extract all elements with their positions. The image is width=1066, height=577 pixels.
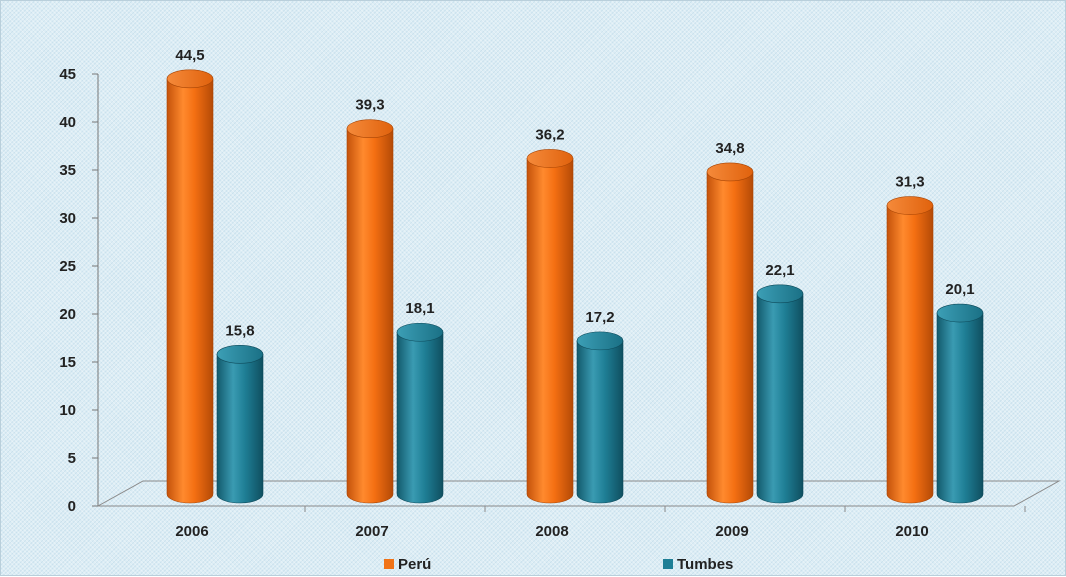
y-tick-label: 30 xyxy=(59,210,76,227)
data-label-tumbes-2008: 17,2 xyxy=(585,309,614,326)
bar-peru-2006 xyxy=(166,69,214,504)
bar-body xyxy=(396,331,444,504)
y-tick-label: 15 xyxy=(59,354,76,371)
y-tick-label: 0 xyxy=(68,498,76,515)
y-tick-label: 5 xyxy=(68,450,76,467)
legend-swatch-tumbes xyxy=(663,559,673,569)
bar-top xyxy=(346,119,394,139)
bar-top xyxy=(166,69,214,89)
y-tick-label: 10 xyxy=(59,402,76,419)
bar-peru-2010 xyxy=(886,196,934,504)
bar-body xyxy=(706,171,754,504)
bar-peru-2008 xyxy=(526,149,574,504)
bar-peru-2009 xyxy=(706,162,754,504)
legend-swatch-peru xyxy=(384,559,394,569)
y-tick-label: 20 xyxy=(59,306,76,323)
bar-body xyxy=(936,312,984,504)
data-labels: 44,5 15,8 39,3 18,1 36,2 17,2 34,8 22,1 31,3 20,1 xyxy=(175,47,974,340)
y-tick-label: 45 xyxy=(59,66,76,83)
data-label-tumbes-2006: 15,8 xyxy=(225,322,254,339)
bar-body xyxy=(576,340,624,504)
bar-tumbes-2006 xyxy=(216,345,264,504)
x-tick-label-2008: 2008 xyxy=(535,523,568,540)
bar-body xyxy=(166,78,214,504)
category-labels: 2006 2007 2008 2009 2010 xyxy=(175,506,1026,540)
axes: 0 5 10 15 20 25 30 35 40 45 xyxy=(59,66,1061,515)
bar-body xyxy=(526,158,574,504)
bar-top xyxy=(576,331,624,351)
data-label-peru-2006: 44,5 xyxy=(175,47,204,64)
data-label-tumbes-2007: 18,1 xyxy=(405,300,434,317)
bar-body xyxy=(756,293,804,504)
y-tick-label: 40 xyxy=(59,114,76,131)
bar-top xyxy=(756,284,804,304)
bar-peru-2007 xyxy=(346,119,394,504)
bar-top xyxy=(216,345,264,364)
bar-tumbes-2007 xyxy=(396,322,444,504)
bar-top xyxy=(396,322,444,342)
data-label-peru-2008: 36,2 xyxy=(535,126,564,143)
bar-top xyxy=(706,162,754,182)
y-tick-label: 35 xyxy=(59,162,76,179)
legend-label-peru: Perú xyxy=(398,556,431,573)
data-label-peru-2009: 34,8 xyxy=(715,140,744,157)
y-tick-label: 25 xyxy=(59,258,76,275)
data-label-peru-2010: 31,3 xyxy=(895,174,924,191)
data-label-tumbes-2009: 22,1 xyxy=(765,262,794,279)
bar-body xyxy=(346,128,394,504)
bar-top xyxy=(886,196,934,215)
x-tick-label-2009: 2009 xyxy=(715,523,748,540)
bars xyxy=(166,69,984,504)
data-label-peru-2007: 39,3 xyxy=(355,97,384,114)
x-tick-label-2006: 2006 xyxy=(175,523,208,540)
y-axis-ticks: 0 5 10 15 20 25 30 35 40 45 xyxy=(59,66,98,515)
bar-body xyxy=(216,354,264,504)
bar-top xyxy=(936,303,984,323)
legend: Perú Tumbes xyxy=(384,556,733,573)
data-label-tumbes-2010: 20,1 xyxy=(945,281,974,298)
legend-label-tumbes: Tumbes xyxy=(677,556,733,573)
bar-tumbes-2009 xyxy=(756,284,804,504)
bar-top xyxy=(526,149,574,168)
chart-floor xyxy=(96,480,1061,507)
x-tick-label-2007: 2007 xyxy=(355,523,388,540)
x-tick-label-2010: 2010 xyxy=(895,523,928,540)
bar-tumbes-2008 xyxy=(576,331,624,504)
bar-tumbes-2010 xyxy=(936,303,984,504)
bar-body xyxy=(886,205,934,504)
